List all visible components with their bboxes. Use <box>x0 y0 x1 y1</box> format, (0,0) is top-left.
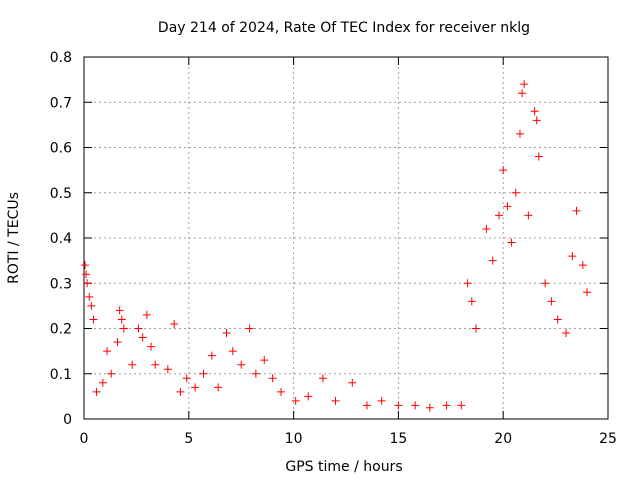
x-tick-label: 20 <box>494 431 512 447</box>
data-point <box>245 324 254 333</box>
data-point <box>138 333 147 342</box>
data-point <box>547 297 556 306</box>
y-tick-label: 0.2 <box>50 322 72 338</box>
y-tick-label: 0.7 <box>50 95 72 111</box>
x-tick-label: 15 <box>389 431 407 447</box>
data-point <box>119 324 128 333</box>
x-axis-ticks: 0 5 10 15 20 25 <box>80 57 617 447</box>
data-point <box>170 319 179 328</box>
data-point <box>163 365 172 374</box>
data-point <box>128 360 137 369</box>
y-tick-label: 0 <box>63 412 72 428</box>
data-point <box>520 80 529 89</box>
data-point <box>488 256 497 265</box>
data-point <box>541 279 550 288</box>
y-tick-label: 0.1 <box>50 367 72 383</box>
data-point <box>394 401 403 410</box>
data-point <box>214 383 223 392</box>
data-point <box>515 129 524 138</box>
x-tick-label: 0 <box>80 431 89 447</box>
data-point <box>304 392 313 401</box>
data-point <box>583 288 592 297</box>
data-point <box>442 401 451 410</box>
data-point <box>532 116 541 125</box>
data-marks <box>81 80 592 412</box>
x-tick-label: 10 <box>285 431 303 447</box>
data-point <box>534 152 543 161</box>
y-tick-label: 0.5 <box>50 186 72 202</box>
y-tick-label: 0.8 <box>50 50 72 66</box>
y-tick-label: 0.3 <box>50 276 72 292</box>
data-point <box>142 310 151 319</box>
data-point <box>251 369 260 378</box>
data-point <box>562 329 571 338</box>
data-point <box>82 270 91 279</box>
data-point <box>115 306 124 315</box>
data-point <box>457 401 466 410</box>
data-point <box>237 360 246 369</box>
data-point <box>291 396 300 405</box>
data-point <box>107 369 116 378</box>
data-point <box>87 301 96 310</box>
data-point <box>318 374 327 383</box>
data-point <box>518 89 527 98</box>
data-point <box>499 166 508 175</box>
data-point <box>411 401 420 410</box>
data-point <box>503 202 512 211</box>
data-point <box>151 360 160 369</box>
data-point <box>377 396 386 405</box>
data-point <box>260 356 269 365</box>
data-point <box>553 315 562 324</box>
data-point <box>228 347 237 356</box>
data-point <box>92 387 101 396</box>
y-tick-label: 0.6 <box>50 141 72 157</box>
data-point <box>103 347 112 356</box>
data-point <box>568 252 577 261</box>
data-point <box>495 211 504 220</box>
data-point <box>511 188 520 197</box>
data-point <box>268 374 277 383</box>
data-point <box>482 224 491 233</box>
y-axis-label: ROTI / TECUs <box>6 192 22 284</box>
data-point <box>191 383 200 392</box>
data-point <box>182 374 191 383</box>
data-point <box>199 369 208 378</box>
y-axis-ticks: 0 0.1 0.2 0.3 0.4 0.5 0.6 0.7 0.8 <box>50 50 608 428</box>
data-point <box>207 351 216 360</box>
data-point <box>81 261 90 270</box>
data-point <box>471 324 480 333</box>
data-point <box>117 315 126 324</box>
data-point <box>277 387 286 396</box>
chart-title: Day 214 of 2024, Rate Of TEC Index for r… <box>158 20 530 36</box>
data-point <box>134 324 143 333</box>
data-point <box>176 387 185 396</box>
data-point <box>147 342 156 351</box>
data-point <box>530 107 539 116</box>
data-point <box>113 338 122 347</box>
data-point <box>578 261 587 270</box>
data-point <box>222 329 231 338</box>
data-point <box>89 315 98 324</box>
x-axis-label: GPS time / hours <box>285 459 402 475</box>
data-point <box>572 206 581 215</box>
data-point <box>467 297 476 306</box>
data-point <box>362 401 371 410</box>
data-point <box>507 238 516 247</box>
data-point <box>85 292 94 301</box>
data-point <box>83 279 92 288</box>
grid-lines <box>84 57 608 419</box>
x-tick-label: 5 <box>184 431 193 447</box>
data-point <box>524 211 533 220</box>
y-tick-label: 0.4 <box>50 231 72 247</box>
x-tick-label: 25 <box>599 431 617 447</box>
data-point <box>98 378 107 387</box>
data-point <box>331 396 340 405</box>
data-point <box>348 378 357 387</box>
data-point <box>463 279 472 288</box>
data-point <box>425 403 434 412</box>
